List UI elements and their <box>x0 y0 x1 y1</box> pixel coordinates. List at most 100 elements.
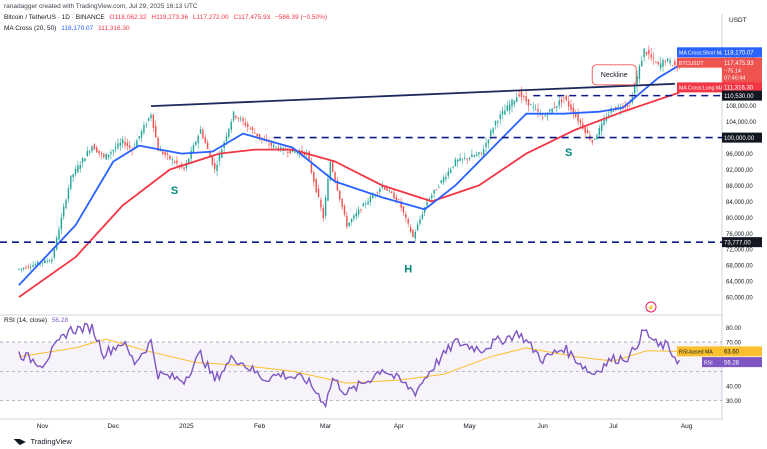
candle-body <box>518 94 520 97</box>
candle-body <box>55 237 58 250</box>
alert-icon <box>645 301 657 313</box>
candle-body <box>513 100 516 105</box>
rsi-tag-value-bg <box>722 357 762 368</box>
candle-body <box>657 62 660 65</box>
rsi-ma-tag-value-bg <box>722 346 762 357</box>
price-tag-value-bg <box>722 57 762 84</box>
candle-body <box>244 122 247 126</box>
candle-body <box>641 60 643 67</box>
candle-body <box>121 139 124 144</box>
candle-body <box>558 100 560 106</box>
level-110530-label: 110,530.00 <box>724 94 754 100</box>
candle-body <box>546 115 549 117</box>
candle-body <box>626 105 629 107</box>
candle-body <box>296 152 299 154</box>
price-tag-title-bg <box>677 57 722 68</box>
ohlc-low: L117,272.00 <box>192 14 229 21</box>
candle-body <box>431 195 433 199</box>
candle-body <box>487 139 490 144</box>
candle-body <box>435 189 438 191</box>
tradingview-logo-text: TradingView <box>30 437 72 446</box>
candle-body <box>202 129 204 138</box>
candle-body <box>272 144 275 147</box>
candle-body <box>362 203 365 207</box>
candle-body <box>287 151 289 153</box>
candle-body <box>308 151 310 161</box>
candle-body <box>584 127 586 134</box>
price-tag-change: −75.14 <box>724 69 741 75</box>
candle-body <box>490 130 492 136</box>
candle-body <box>549 109 551 112</box>
candle-body <box>360 209 362 211</box>
candle-body <box>372 195 374 199</box>
candle-body <box>605 119 608 121</box>
candle-body <box>551 108 553 113</box>
candle-body <box>499 114 501 119</box>
candle-body <box>206 142 209 149</box>
ma-cross-label: MA Cross (20, 50) <box>4 25 57 32</box>
candle-body <box>86 151 89 157</box>
x-tick-label: 2025 <box>179 423 194 430</box>
candle-body <box>671 65 674 67</box>
candle-body <box>294 151 296 153</box>
candle-body <box>506 105 509 111</box>
candle-body <box>204 137 207 143</box>
price-tag-time: 07:46:44 <box>724 76 745 82</box>
candle-body <box>327 178 329 201</box>
candle-body <box>636 76 638 87</box>
ma-short-tag-value: 118,170.07 <box>724 51 754 57</box>
candle-body <box>46 260 48 262</box>
candle-body <box>409 227 412 232</box>
candle-body <box>388 190 391 192</box>
candle-body <box>254 132 256 134</box>
ma-long-tag-value: 111,316.30 <box>724 86 754 92</box>
candle-body <box>537 108 539 112</box>
y-tick-label: 84,000.00 <box>726 200 753 206</box>
candle-body <box>419 219 421 224</box>
candle-body <box>145 124 148 126</box>
candle-body <box>381 185 383 188</box>
candle-body <box>51 259 53 262</box>
level-110530-bg <box>722 90 762 101</box>
candle-body <box>218 154 221 161</box>
candle-body <box>560 99 563 103</box>
candle-body <box>659 63 662 69</box>
candle-body <box>556 105 558 108</box>
candle-body <box>532 106 534 108</box>
candle-body <box>100 152 103 155</box>
rsi-tick-label: 40.00 <box>726 385 742 391</box>
candle-body <box>497 121 499 123</box>
candle-body <box>652 57 655 59</box>
candle-body <box>199 129 202 134</box>
y-tick-label: 76,000.00 <box>726 232 753 238</box>
candle-body <box>157 138 159 151</box>
candle-body <box>164 152 166 156</box>
candle-body <box>600 123 603 132</box>
candle-body <box>633 85 636 94</box>
candle-body <box>192 145 195 153</box>
candle-body <box>237 117 240 119</box>
candle-body <box>331 162 334 172</box>
candle-body <box>247 123 249 127</box>
candle-body <box>494 121 497 126</box>
ma-long-tag-title-bg <box>677 82 722 93</box>
candle-body <box>662 59 664 67</box>
candle-body <box>466 158 468 160</box>
candle-body <box>461 158 464 160</box>
rsi-header[interactable]: RSI (14, close) 56.28 <box>4 317 71 324</box>
candle-body <box>268 143 270 145</box>
candle-body <box>324 197 327 216</box>
candle-body <box>433 189 435 194</box>
ma-cross-line[interactable]: MA Cross (20, 50) 118,170.07 111,316.30 <box>4 25 133 32</box>
candle-body <box>343 205 346 215</box>
candle-body <box>105 153 107 160</box>
candle-body <box>454 159 457 166</box>
candle-body <box>339 190 341 200</box>
candle-body <box>520 91 523 97</box>
candle-body <box>480 152 483 154</box>
candle-body <box>442 177 445 183</box>
candle-body <box>32 265 34 267</box>
candle-body <box>150 114 152 119</box>
